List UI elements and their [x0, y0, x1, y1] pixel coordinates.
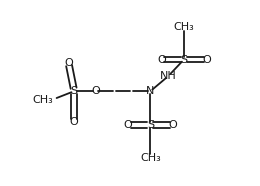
- Text: NH: NH: [160, 71, 177, 81]
- Text: S: S: [71, 86, 78, 96]
- Text: O: O: [202, 54, 211, 65]
- Text: O: O: [64, 58, 73, 68]
- Text: O: O: [91, 86, 100, 96]
- Text: N: N: [146, 86, 155, 96]
- Text: CH₃: CH₃: [140, 153, 161, 163]
- Text: S: S: [180, 54, 187, 65]
- Text: O: O: [157, 54, 166, 65]
- Text: CH₃: CH₃: [32, 94, 53, 105]
- Text: O: O: [168, 120, 177, 130]
- Text: CH₃: CH₃: [174, 22, 194, 32]
- Text: S: S: [147, 120, 154, 130]
- Text: O: O: [70, 117, 79, 127]
- Text: O: O: [124, 120, 133, 130]
